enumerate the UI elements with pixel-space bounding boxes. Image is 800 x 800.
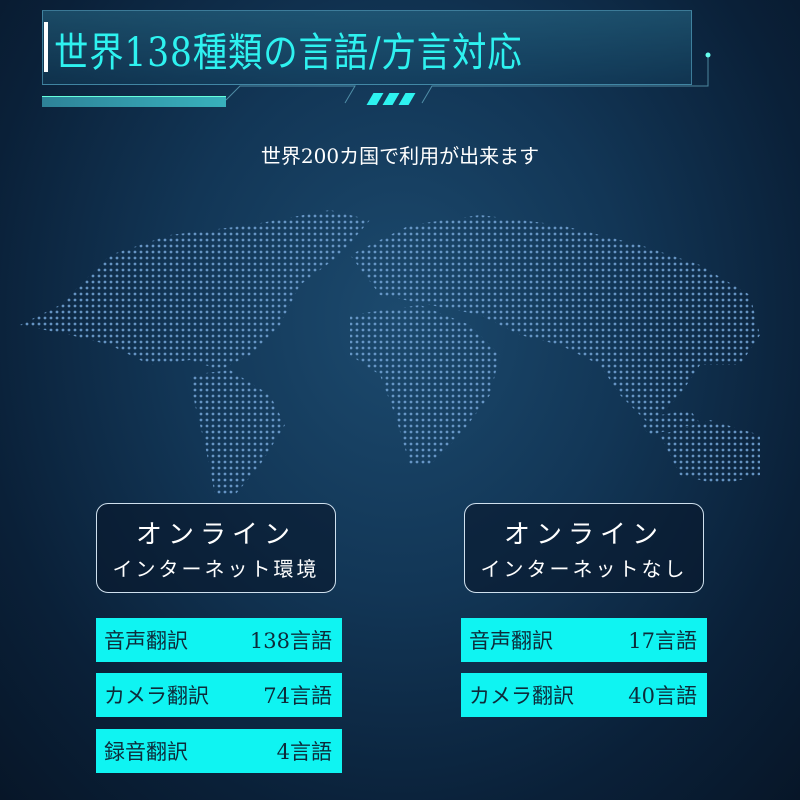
title-frame xyxy=(42,10,692,85)
feature-row: カメラ翻訳 40言語 xyxy=(461,673,707,717)
mode-subtitle: インターネット環境 xyxy=(112,557,320,581)
mode-subtitle: インターネットなし xyxy=(480,557,688,581)
mode-box-offline: オンライン インターネットなし xyxy=(464,503,704,593)
circuit-line-decoration xyxy=(225,52,711,104)
feature-label: 録音翻訳 xyxy=(104,740,188,764)
feature-label: カメラ翻訳 xyxy=(469,684,574,708)
mode-box-online: オンライン インターネット環境 xyxy=(96,503,336,593)
mode-title: オンライン xyxy=(135,520,296,550)
mode-title: オンライン xyxy=(503,520,664,550)
feature-row: カメラ翻訳 74言語 xyxy=(96,673,342,717)
feature-value: 4言語 xyxy=(276,740,332,764)
subtitle: 世界200カ国で利用が出来ます xyxy=(260,144,540,168)
feature-value: 74言語 xyxy=(263,684,332,708)
world-map-dotted xyxy=(20,210,760,495)
feature-row: 音声翻訳 138言語 xyxy=(96,618,342,662)
feature-row: 録音翻訳 4言語 xyxy=(96,729,342,773)
feature-value: 40言語 xyxy=(628,684,697,708)
feature-label: 音声翻訳 xyxy=(104,629,188,653)
feature-value: 17言語 xyxy=(628,629,697,653)
feature-row: 音声翻訳 17言語 xyxy=(461,618,707,662)
title-accent-bar xyxy=(44,22,48,72)
title-underline xyxy=(42,96,226,107)
page-title: 世界138種類の言語/方言対応 xyxy=(54,30,523,76)
feature-label: カメラ翻訳 xyxy=(104,684,209,708)
feature-label: 音声翻訳 xyxy=(469,629,553,653)
feature-value: 138言語 xyxy=(249,629,332,653)
